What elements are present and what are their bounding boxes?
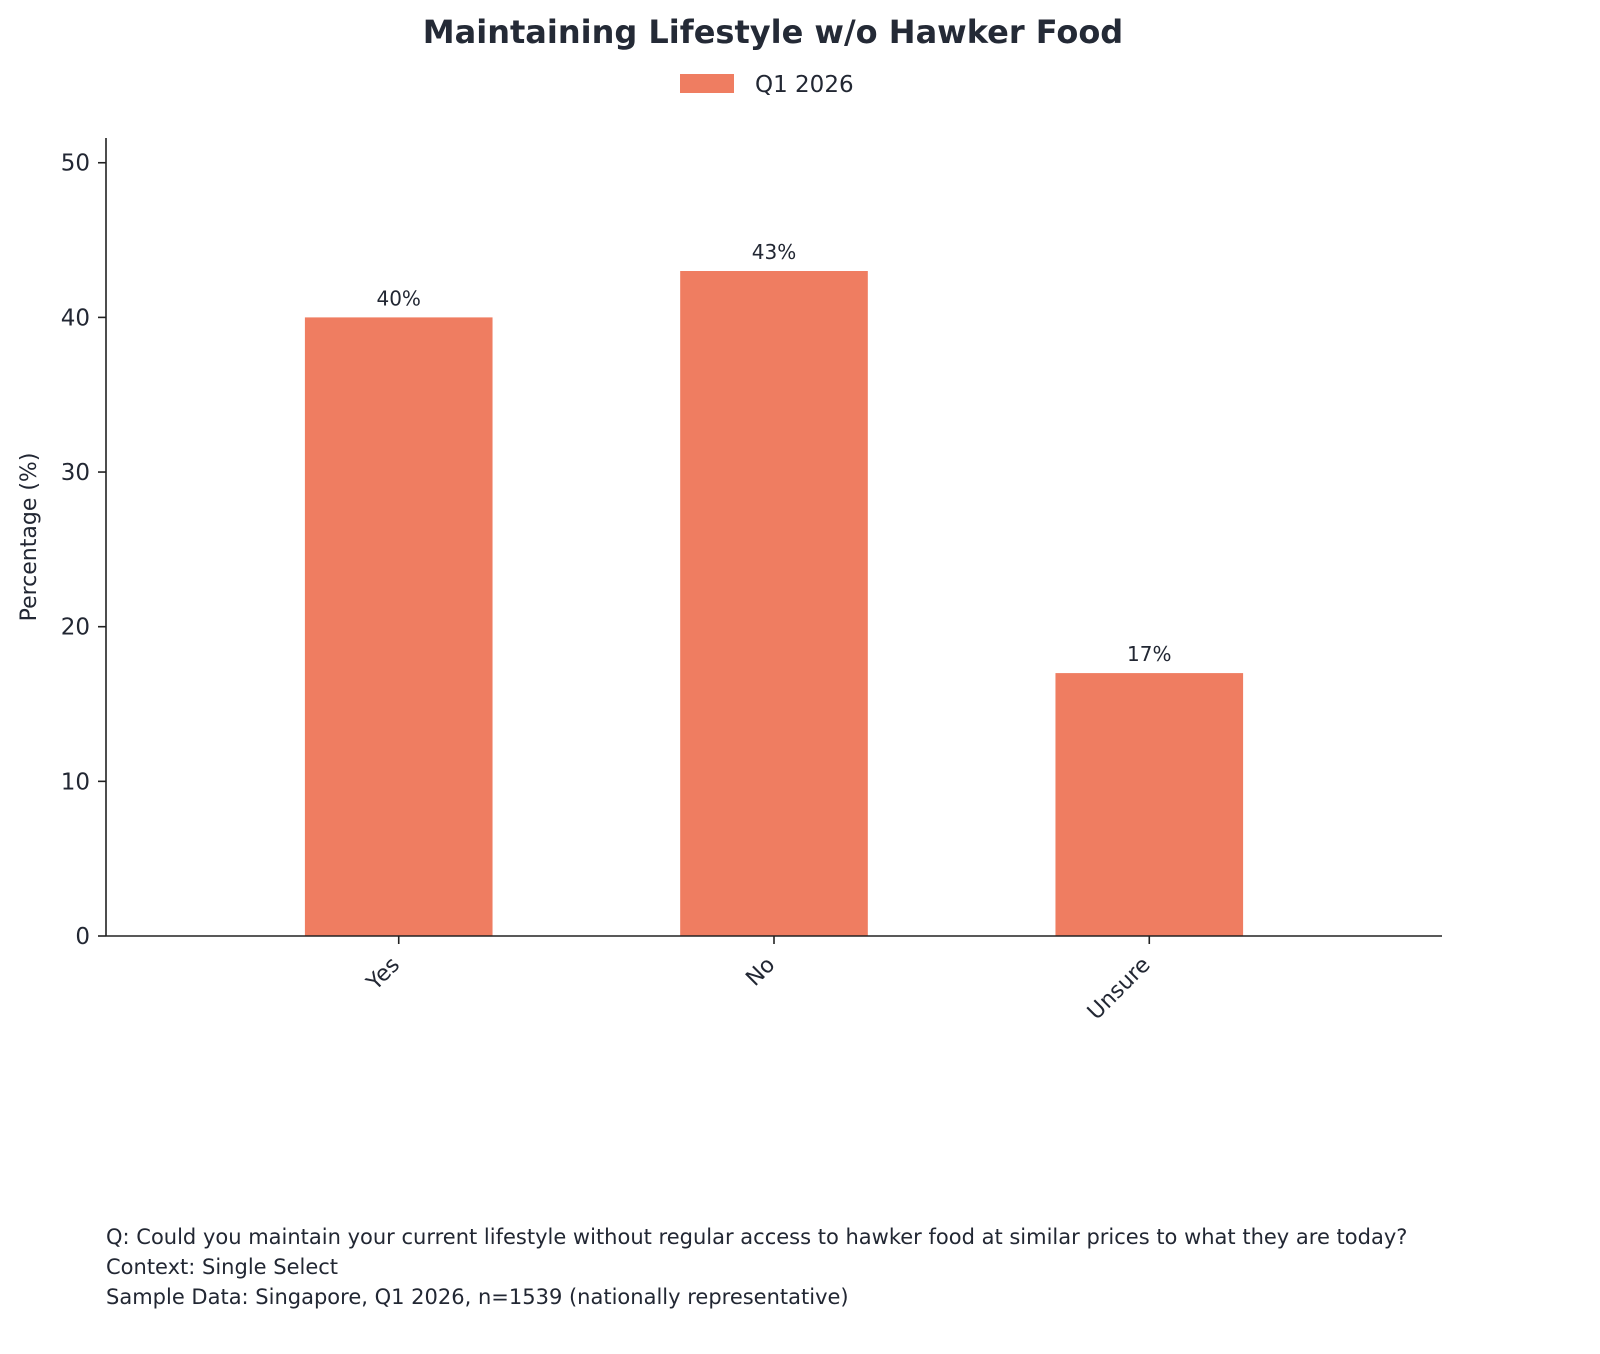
bar-no <box>680 271 868 936</box>
x-tick-label-yes: Yes <box>361 953 404 996</box>
bar-unsure <box>1055 673 1244 936</box>
data-label-unsure: 17% <box>1127 642 1171 666</box>
plot-area: 40% 43% 17% 0 10 20 30 40 50 Yes No Unsure <box>61 138 1442 1025</box>
legend-swatch <box>680 74 734 93</box>
data-label-no: 43% <box>752 240 796 264</box>
legend-label: Q1 2026 <box>755 72 854 98</box>
footnote-sample: Sample Data: Singapore, Q1 2026, n=1539 … <box>106 1285 849 1309</box>
footnote: Q: Could you maintain your current lifes… <box>106 1222 1407 1312</box>
y-tick-label: 40 <box>61 305 90 331</box>
y-tick-label: 10 <box>61 769 90 795</box>
legend: Q1 2026 <box>680 72 854 98</box>
x-tick-label-unsure: Unsure <box>1083 953 1156 1026</box>
y-tick-label: 30 <box>61 460 90 486</box>
y-tick-label: 20 <box>61 615 90 641</box>
footnote-question: Q: Could you maintain your current lifes… <box>106 1225 1408 1249</box>
footnote-context: Context: Single Select <box>106 1255 339 1279</box>
bar-yes <box>304 317 493 936</box>
x-tick-label-no: No <box>741 953 780 992</box>
data-label-yes: 40% <box>376 286 420 310</box>
chart-title: Maintaining Lifestyle w/o Hawker Food <box>423 13 1123 51</box>
y-tick-label: 50 <box>61 151 90 177</box>
y-tick-label: 0 <box>75 924 90 950</box>
y-axis-label: Percentage (%) <box>17 453 42 622</box>
